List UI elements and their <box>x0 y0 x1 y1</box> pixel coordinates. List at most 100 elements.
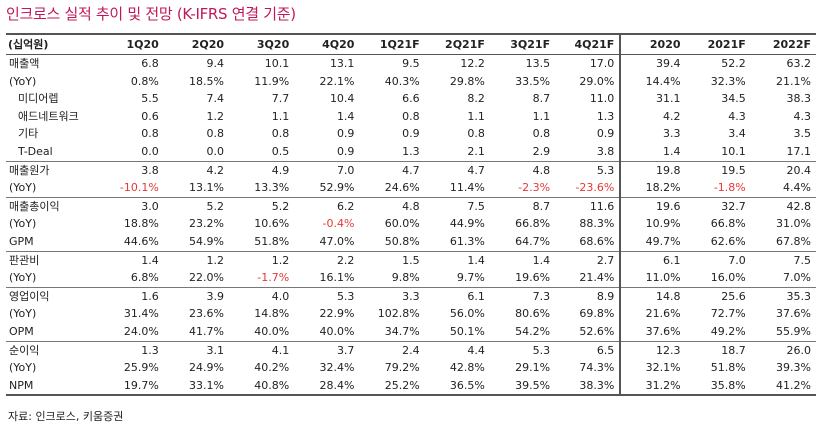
table-cell: 2.1 <box>467 144 485 158</box>
table-cell: 55.9% <box>776 324 811 338</box>
table-cell: 4.4 <box>424 340 490 360</box>
table-cell: 18.8% <box>123 217 159 231</box>
table-cell: 0.9 <box>336 144 355 158</box>
table-cell: 4.8 <box>359 196 425 216</box>
table-cell: 4.1 <box>229 340 295 360</box>
table-cell: 7.0 <box>685 250 751 270</box>
table-cell: 34.5 <box>721 92 746 106</box>
table-cell: 4.7 <box>424 160 490 180</box>
table-cell: 4.0 <box>229 286 295 306</box>
table-cell: 49.2% <box>710 324 746 338</box>
table-cell: 0.9 <box>336 127 355 141</box>
table-cell: 37.6% <box>619 322 686 341</box>
table-row: T-Deal 0.0 0.0 0.5 0.9 1.3 2.1 2.9 3.8 1.4 10.1 17.… <box>6 142 816 162</box>
table-cell: 37.6% <box>776 307 811 321</box>
table-cell: 1.2 <box>163 250 229 270</box>
table-cell: 3.3 <box>359 286 425 306</box>
header-period: 2020 <box>619 33 686 55</box>
table-cell: 0.8% <box>130 74 159 88</box>
table-cell: 39.5% <box>489 376 556 397</box>
table-cell: 4.4% <box>783 181 811 195</box>
table-cell: 8.7 <box>489 196 556 216</box>
table-cell: 1.3 <box>402 144 420 158</box>
table-cell: 24.0% <box>123 324 159 338</box>
table-cell: 6.1 <box>424 286 490 306</box>
table-cell: 1.2 <box>229 250 295 270</box>
table-row: 순이익 1.3 3.1 4.1 3.7 2.4 4.4 5.3 6.5 12.3 18.7 26.0 <box>6 340 816 360</box>
table-cell: 3.9 <box>163 286 229 306</box>
table-cell: 10.1 <box>721 144 746 158</box>
table-cell: 102.8% <box>377 307 420 321</box>
table-cell: 18.5% <box>189 74 224 88</box>
table-cell: 21.1% <box>776 74 811 88</box>
table-cell: 11.4% <box>449 181 485 195</box>
table-row: 애드네트워크 0.6 1.2 1.1 1.4 0.8 1.1 1.1 1.3 4.2 4.3 4.3 <box>6 107 816 126</box>
row-label: 기타 <box>18 127 39 141</box>
header-period: 1Q21F <box>359 33 425 55</box>
table-cell: -10.1% <box>119 181 159 195</box>
row-label: (YoY) <box>9 361 37 375</box>
table-cell: 40.2% <box>254 361 290 375</box>
table-cell: 4.9 <box>229 160 295 180</box>
table-cell: 14.8% <box>254 307 290 321</box>
table-cell: 24.6% <box>384 181 420 195</box>
table-cell: 13.1% <box>189 181 224 195</box>
table-cell: 25.9% <box>123 361 159 375</box>
table-cell: 1.1 <box>271 109 290 123</box>
table-cell: 4.7 <box>359 160 425 180</box>
table-cell: 1.4 <box>489 250 556 270</box>
table-cell: 52.6% <box>579 324 615 338</box>
table-cell: 20.4 <box>750 160 816 180</box>
table-cell: 3.5 <box>793 127 812 141</box>
row-label: T-Deal <box>18 144 53 158</box>
row-label: 미디어렙 <box>18 92 59 106</box>
table-cell: 6.2 <box>294 196 360 216</box>
table-cell: 13.1 <box>329 57 355 70</box>
table-row: (YoY) 18.8% 23.2% 10.6% -0.4% 60.0% 44.9% 66.8%… <box>6 215 816 233</box>
header-period: 3Q21F <box>489 33 556 55</box>
table-cell: 5.3 <box>489 340 556 360</box>
table-cell: 0.0 <box>141 144 159 158</box>
table-cell: 44.9% <box>449 217 485 231</box>
table-cell: 12.2 <box>460 57 485 70</box>
table-cell: 40.8% <box>229 376 295 397</box>
table-cell: 23.6% <box>189 307 224 321</box>
table-cell: 11.9% <box>254 74 290 88</box>
table-cell: 26.0 <box>750 340 816 360</box>
row-label: (YoY) <box>9 271 37 285</box>
table-cell: 22.9% <box>319 307 355 321</box>
table-cell: 66.8% <box>710 217 746 231</box>
table-cell: 18.7 <box>685 340 751 360</box>
table-cell: 33.1% <box>163 376 229 397</box>
table-cell: 21.4% <box>579 271 615 285</box>
row-label: 매출총이익 <box>6 196 99 216</box>
table-cell: 19.6 <box>619 196 686 216</box>
table-cell: 7.4 <box>206 92 225 106</box>
table-cell: 5.3 <box>555 160 621 180</box>
row-label: OPM <box>9 324 34 338</box>
header-period: 4Q21F <box>555 33 621 55</box>
table-cell: 1.4 <box>336 109 355 123</box>
table-cell: 1.3 <box>596 109 615 123</box>
table-cell: 68.6% <box>579 234 615 248</box>
header-period: 2Q20 <box>163 33 229 55</box>
financial-table: (십억원) 1Q20 2Q20 3Q20 4Q20 1Q21F 2Q21F 3Q21F 4Q21… <box>6 33 816 397</box>
table-cell: 10.4 <box>329 92 355 106</box>
header-period: 2Q21F <box>424 33 490 55</box>
table-cell: 29.8% <box>449 74 485 88</box>
table-cell: 2.2 <box>294 250 360 270</box>
table-cell: 39.4 <box>619 54 686 73</box>
table-cell: 72.7% <box>710 307 746 321</box>
table-cell: 69.8% <box>579 307 615 321</box>
source-note: 자료: 인크로스, 키움증권 <box>8 410 124 423</box>
table-cell: 52.2 <box>721 57 746 70</box>
table-row: 영업이익 1.6 3.9 4.0 5.3 3.3 6.1 7.3 8.9 14.8 25.6 35.3 <box>6 286 816 306</box>
table-cell: 31.0% <box>776 217 811 231</box>
table-row: 판관비 1.4 1.2 1.2 2.2 1.5 1.4 1.4 2.7 6.1 7.0 7.5 <box>6 250 816 270</box>
table-cell: 39.3% <box>776 361 811 375</box>
row-label: 매출액 <box>9 57 40 70</box>
table-cell: 1.1 <box>467 109 485 123</box>
table-cell: 29.1% <box>515 361 551 375</box>
table-cell: 10.9% <box>619 215 686 233</box>
table-cell: 16.0% <box>710 271 746 285</box>
